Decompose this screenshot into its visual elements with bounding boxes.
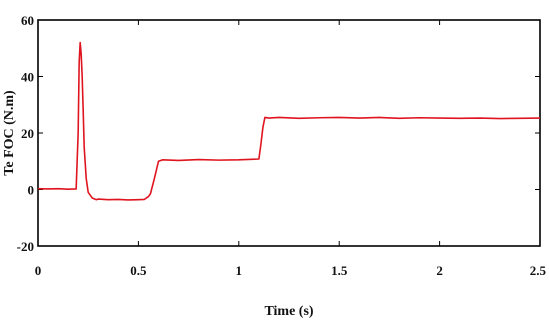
x-tick-label: 2.5 bbox=[530, 263, 547, 278]
plot-frame bbox=[37, 19, 541, 247]
x-tick-labels: 0 0.5 1 1.5 2 2.5 bbox=[35, 263, 547, 278]
x-tick-label: 0 bbox=[35, 263, 42, 278]
tick-marks bbox=[37, 19, 541, 247]
x-tick-label: 1 bbox=[236, 263, 243, 278]
y-tick-label: 60 bbox=[21, 13, 34, 28]
y-tick-labels: -20 0 20 40 60 bbox=[17, 13, 34, 254]
x-tick-label: 0.5 bbox=[130, 263, 147, 278]
series-line-te-foc bbox=[37, 41, 541, 201]
x-axis-title: Time (s) bbox=[264, 304, 313, 319]
y-tick-label: 20 bbox=[21, 126, 34, 141]
x-tick-label: 2 bbox=[436, 263, 443, 278]
y-tick-label: 40 bbox=[21, 70, 34, 85]
y-tick-label: 0 bbox=[28, 183, 35, 198]
y-tick-label: -20 bbox=[17, 239, 34, 254]
y-axis-title: Te FOC (N.m) bbox=[2, 90, 17, 176]
x-tick-label: 1.5 bbox=[331, 263, 348, 278]
